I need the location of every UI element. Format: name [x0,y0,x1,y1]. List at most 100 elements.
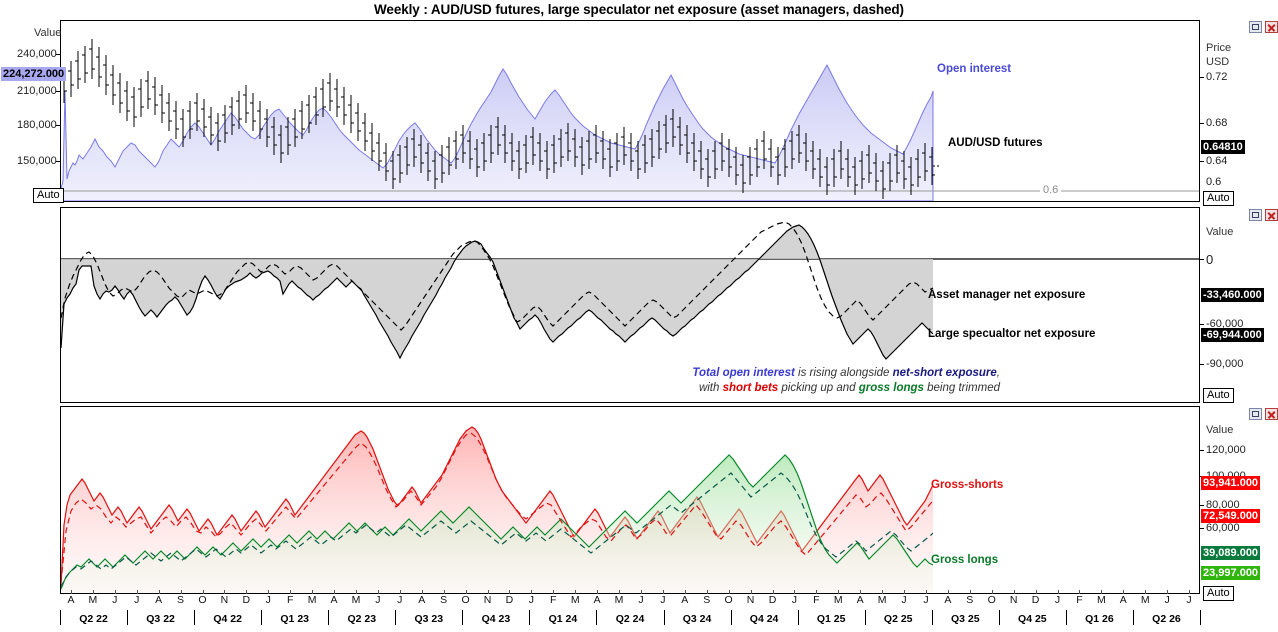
x-axis-quarter-label: Q2 22 [79,613,108,625]
net-exposure-tick-0: 0 [1206,252,1214,267]
price-right-tick-2: 0.64 [1206,155,1228,167]
x-axis-month-label: F [813,594,820,606]
x-axis-month-label: N [1009,594,1018,606]
series-label-open-interest: Open interest [937,63,1012,75]
x-axis-month-label: D [768,594,777,606]
x-axis-quarter-separator [462,610,464,625]
x-axis-month-label: F [1076,594,1083,606]
annotation-gross-longs: gross longs [858,382,924,394]
minimize-icon[interactable] [1249,408,1262,420]
x-axis-quarter-separator [931,610,933,625]
x-axis-month-label: J [265,594,271,606]
series-label-gross-longs: Gross longs [931,554,999,566]
gross-longs-value-tag: 23,997.000 [1201,566,1261,580]
tick [56,125,61,126]
x-axis-tick [816,590,818,594]
x-axis-quarter-separator [1065,610,1067,625]
x-axis-month-label: A [330,594,338,606]
tick [1199,77,1204,78]
x-axis-tick [114,590,116,594]
annotation-open-interest: Total open interest [692,367,795,379]
net-exposure-axis-header: Value [1206,226,1234,238]
x-axis-month-label: A [856,594,864,606]
x-axis-month-label: A [418,594,426,606]
x-axis-month-label: J [1164,594,1170,606]
x-axis-month-label: A [67,594,75,606]
tick [1199,505,1204,506]
x-axis-quarter-label: Q4 24 [749,613,779,625]
x-axis-month-label: O [461,594,470,606]
x-axis-quarter-label: Q4 23 [481,613,511,625]
x-axis-month-label: M [88,594,98,606]
x-axis-month-label: S [966,594,974,606]
x-axis-tick [509,590,511,594]
x-axis-month-label: J [134,594,140,606]
price-left-tick-0: 240,000 [17,48,57,60]
minimize-icon[interactable] [1249,21,1262,33]
price-right-tick-0: 0.72 [1206,71,1228,83]
annotation-text-2: , [996,367,1000,379]
price-left-tick-1: 210,000 [17,85,57,97]
x-axis-quarter-label: Q2 25 [883,613,913,625]
close-icon[interactable] [1265,209,1278,221]
price-left-auto-button[interactable]: Auto [33,188,64,203]
x-axis-tick [1123,590,1125,594]
x-axis-tick [925,590,927,594]
net-exposure-auto-button[interactable]: Auto [1203,388,1234,403]
gross-positions-panel-plot [61,426,934,593]
x-axis-quarter-separator [1200,610,1201,625]
x-axis-month-label: N [746,594,755,606]
net-exposure-tick-2: -90,000 [1206,358,1244,370]
x-axis-tick [1035,590,1037,594]
x-axis-quarter-separator [596,610,598,625]
x-axis-month-label: N [220,594,229,606]
x-axis-tick [399,590,401,594]
x-axis-tick [487,590,489,594]
x-axis-quarter-separator [797,610,799,625]
close-icon[interactable] [1265,21,1278,33]
x-axis-month-label: J [660,594,666,606]
x-axis-tick [421,590,423,594]
gross-positions-auto-button[interactable]: Auto [1203,586,1234,601]
x-axis-tick [640,590,642,594]
price-panel-plot [61,39,1199,201]
series-label-aud-usd-futures: AUD/USD futures [948,137,1043,149]
x-axis-month-label: M [833,594,843,606]
x-axis-tick [706,590,708,594]
x-axis-tick [597,590,599,594]
annotation-net-short: net-short exposure [892,367,997,379]
x-axis-month-label: M [1096,594,1106,606]
x-axis-tick [158,590,160,594]
gross-shorts-value-tag: 93,941.000 [1201,476,1261,490]
close-icon[interactable] [1265,408,1278,420]
x-axis-month-label: S [703,594,711,606]
annotation-text-1: is rising alongside [794,367,893,379]
x-axis-quarter-separator [194,610,196,625]
x-axis-tick [1013,590,1015,594]
x-axis-month-label: A [155,594,163,606]
x-axis-tick [575,590,577,594]
x-axis-month-label: J [901,594,907,606]
x-axis-tick [684,590,686,594]
x-axis-tick [904,590,906,594]
tick [1199,450,1204,451]
minimize-icon[interactable] [1249,209,1262,221]
x-axis-month-label: S [440,594,448,606]
x-axis-month-label: J [397,594,403,606]
x-axis-tick [882,590,884,594]
x-axis-tick [268,590,270,594]
gross-shorts-am-value-tag: 72,549.000 [1201,509,1261,523]
x-axis-quarter-label: Q4 22 [213,613,242,625]
price-right-auto-button[interactable]: Auto [1203,191,1234,206]
x-axis-month-label: J [1186,594,1192,606]
x-axis-tick [1057,590,1059,594]
x-axis-tick [1145,590,1147,594]
x-axis-month-label: O [724,594,733,606]
x-axis-tick [772,590,774,594]
price-left-tick-3: 150,000 [17,155,57,167]
x-axis-quarter-separator [261,610,263,625]
tick [1199,364,1204,365]
x-axis-month-label: N [483,594,492,606]
series-label-asset-manager: Asset manager net exposure [928,289,1086,301]
